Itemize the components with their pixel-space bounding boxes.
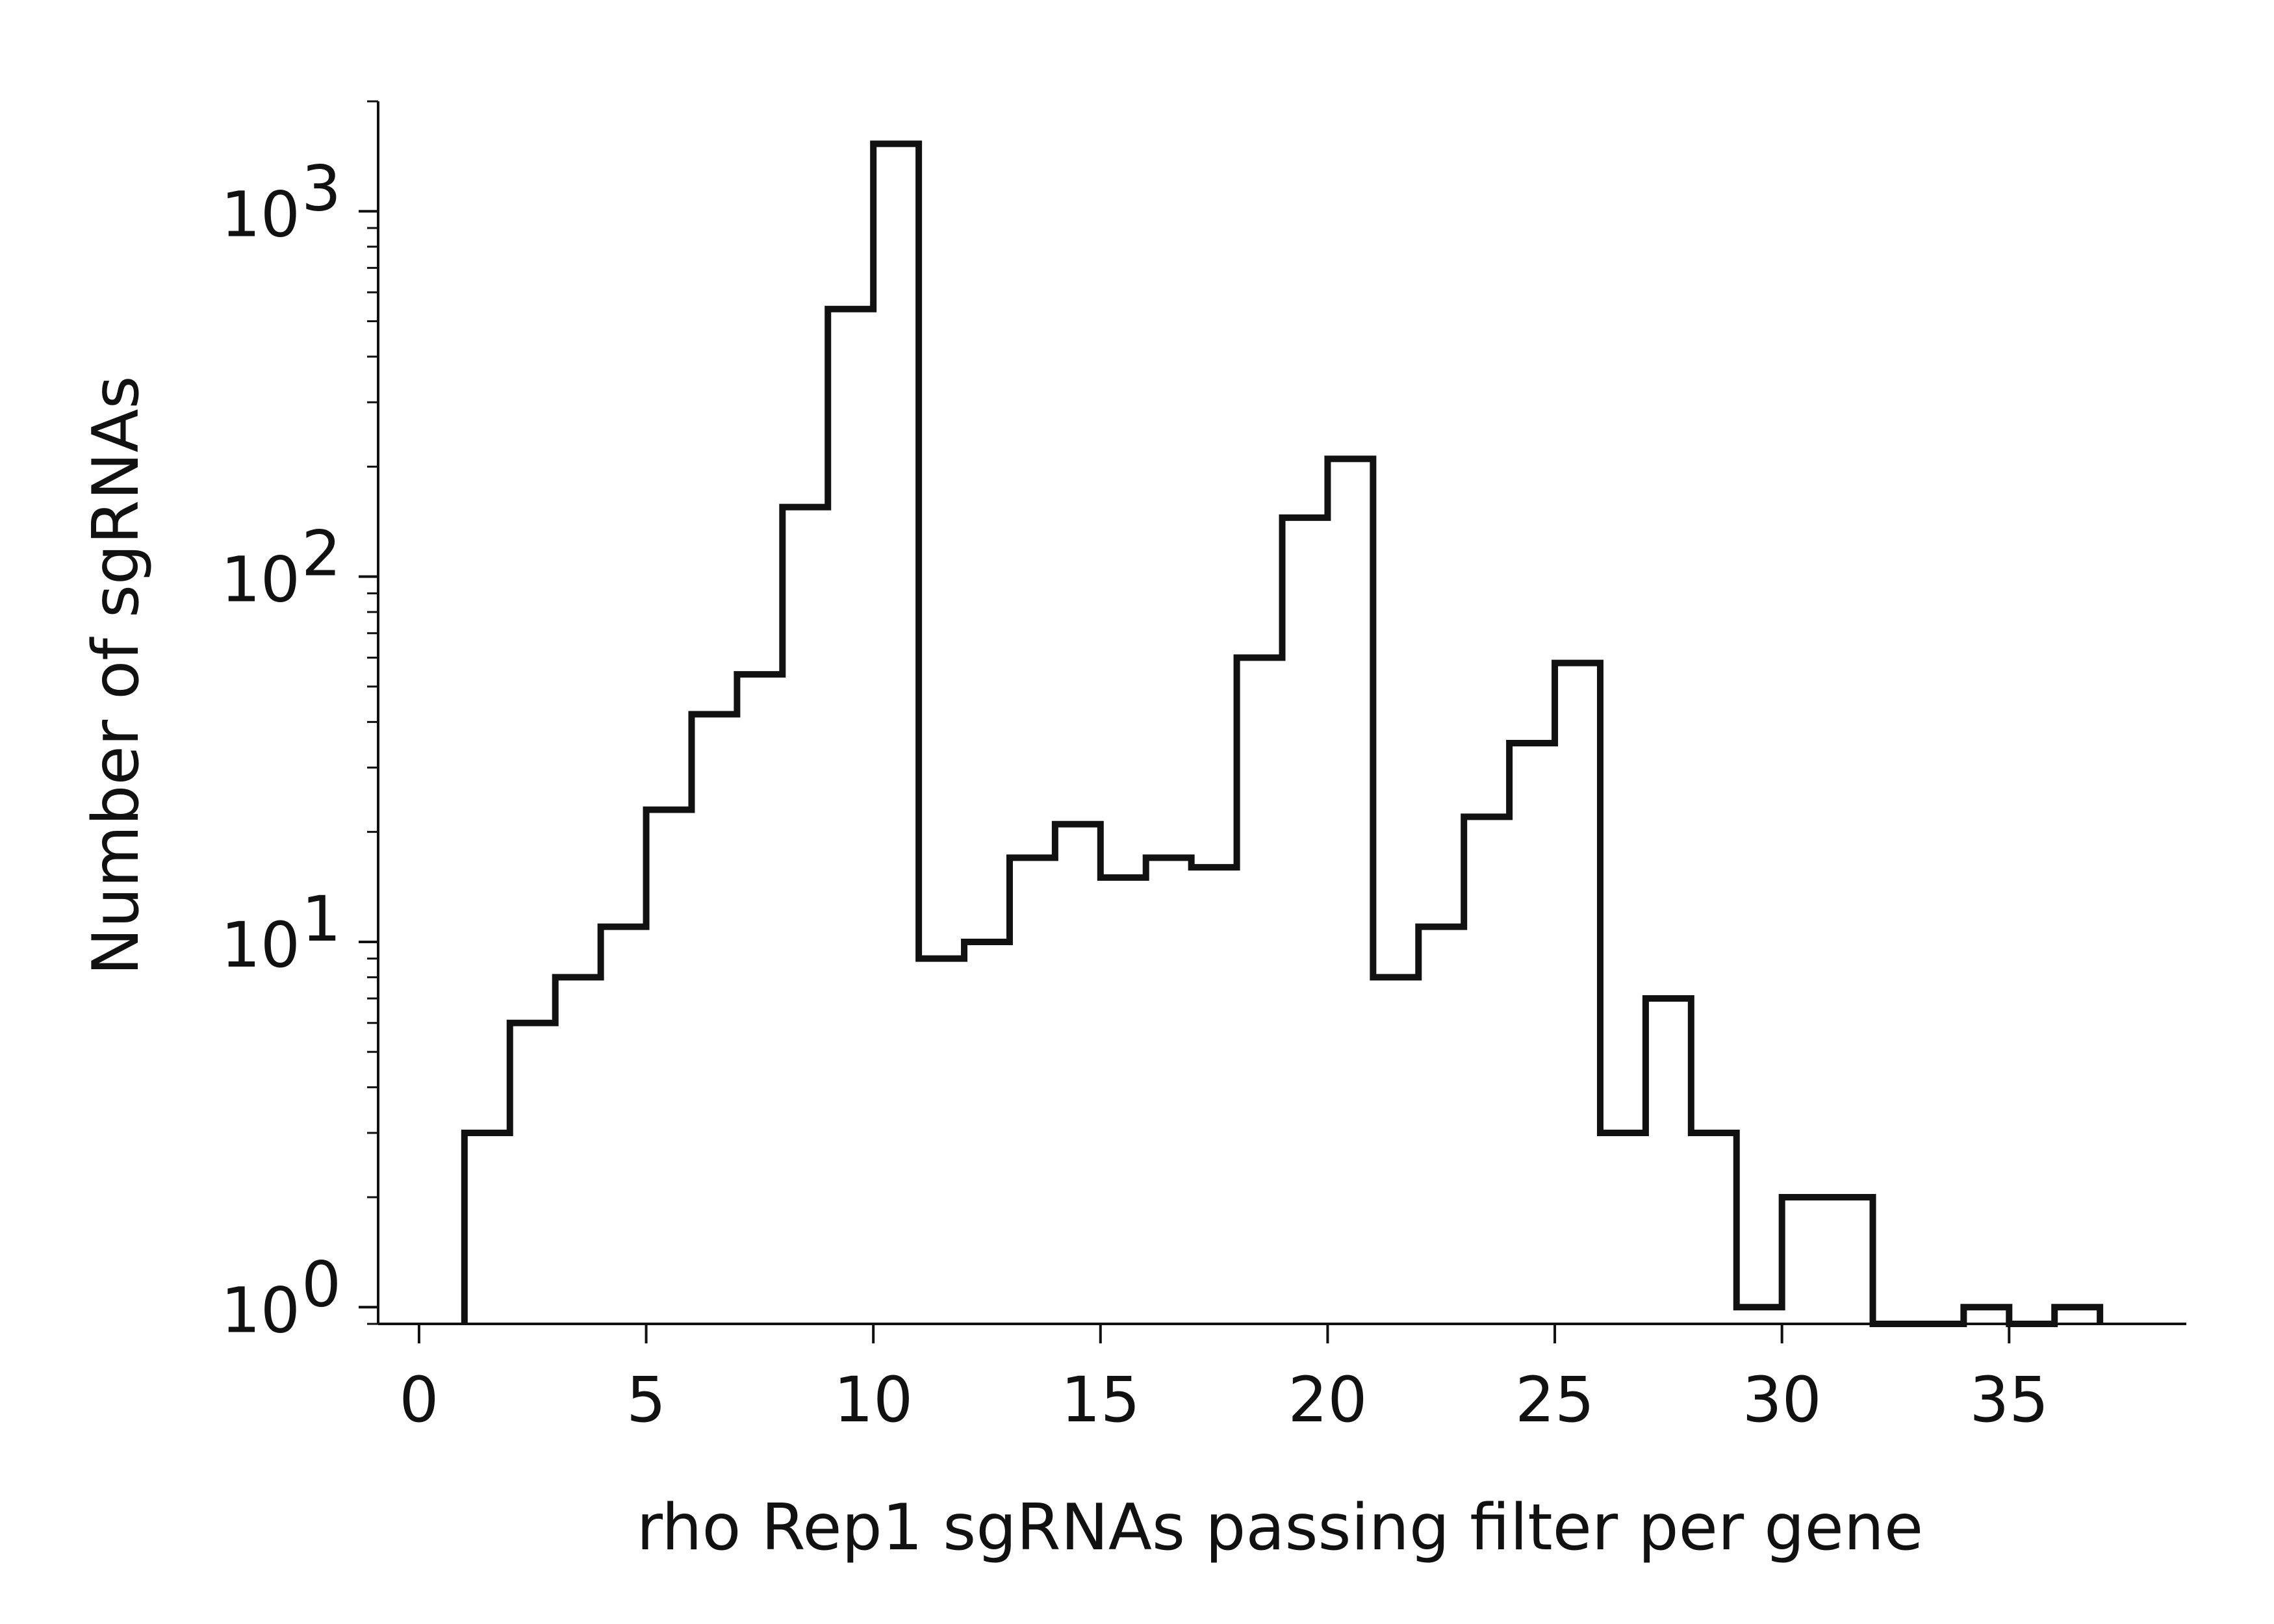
- x-tick-label: 10: [834, 1364, 913, 1436]
- histogram-bin: [1010, 857, 1055, 1324]
- y-tick-label: 10: [221, 1274, 300, 1347]
- x-tick-label: 20: [1288, 1364, 1367, 1436]
- histogram-bin: [737, 674, 782, 1324]
- x-axis-label: rho Rep1 sgRNAs passing filter per gene: [637, 1491, 1923, 1565]
- histogram-bin: [1509, 743, 1555, 1324]
- x-tick-label: 15: [1061, 1364, 1140, 1436]
- histogram-bin: [1555, 663, 1600, 1324]
- histogram-bin: [1373, 977, 1418, 1324]
- y-tick-label-exponent: 2: [301, 518, 341, 590]
- y-tick-label-exponent: 1: [301, 883, 341, 956]
- histogram-bin: [1782, 1197, 1828, 1324]
- histogram-bin: [1418, 927, 1464, 1324]
- labels-layer: rho Rep1 sgRNAs passing filter per gene …: [79, 375, 1923, 1565]
- histogram-bin: [828, 309, 873, 1324]
- histogram-bin: [1600, 1133, 1646, 1324]
- histogram-bin: [1464, 817, 1509, 1324]
- histogram-bin: [1327, 459, 1373, 1324]
- y-tick-label: 10: [221, 178, 300, 251]
- histogram-bin: [1192, 867, 1237, 1324]
- histogram-bin: [919, 959, 964, 1324]
- histogram-bin: [1101, 878, 1146, 1324]
- histogram-bin: [510, 1023, 556, 1324]
- y-axis-label: Number of sgRNAs: [79, 375, 153, 975]
- histogram-bin: [2054, 1307, 2100, 1324]
- histogram-bin: [1055, 824, 1101, 1324]
- histogram-bin: [1963, 1307, 2009, 1324]
- histogram-bin: [601, 927, 646, 1324]
- histogram-bin: [556, 977, 601, 1324]
- histogram-bin: [1646, 998, 1691, 1324]
- histogram-bin: [873, 144, 919, 1324]
- histogram-bin: [465, 1133, 510, 1324]
- histogram-bin: [782, 507, 828, 1324]
- histogram-bin: [646, 810, 692, 1324]
- y-tick-label: 10: [221, 544, 300, 616]
- plot-layer: [461, 140, 2104, 1327]
- y-tick-label-exponent: 3: [301, 152, 341, 225]
- histogram-outline: [461, 140, 2104, 1327]
- histogram-bin: [1691, 1133, 1737, 1324]
- histogram-bin: [1237, 657, 1283, 1324]
- histogram-bin: [964, 942, 1010, 1324]
- histogram-bin: [1737, 1307, 1782, 1324]
- y-tick-label-exponent: 0: [301, 1248, 341, 1321]
- histogram-bin: [1828, 1197, 1873, 1324]
- histogram-bin: [1283, 518, 1328, 1324]
- histogram-bin: [691, 714, 737, 1324]
- histogram-bin: [1146, 857, 1192, 1324]
- x-tick-label: 30: [1743, 1364, 1822, 1436]
- x-tick-label: 25: [1515, 1364, 1594, 1436]
- x-tick-label: 0: [399, 1364, 439, 1436]
- y-tick-label: 10: [221, 909, 300, 982]
- x-tick-label: 35: [1969, 1364, 2049, 1436]
- x-tick-label: 5: [626, 1364, 666, 1436]
